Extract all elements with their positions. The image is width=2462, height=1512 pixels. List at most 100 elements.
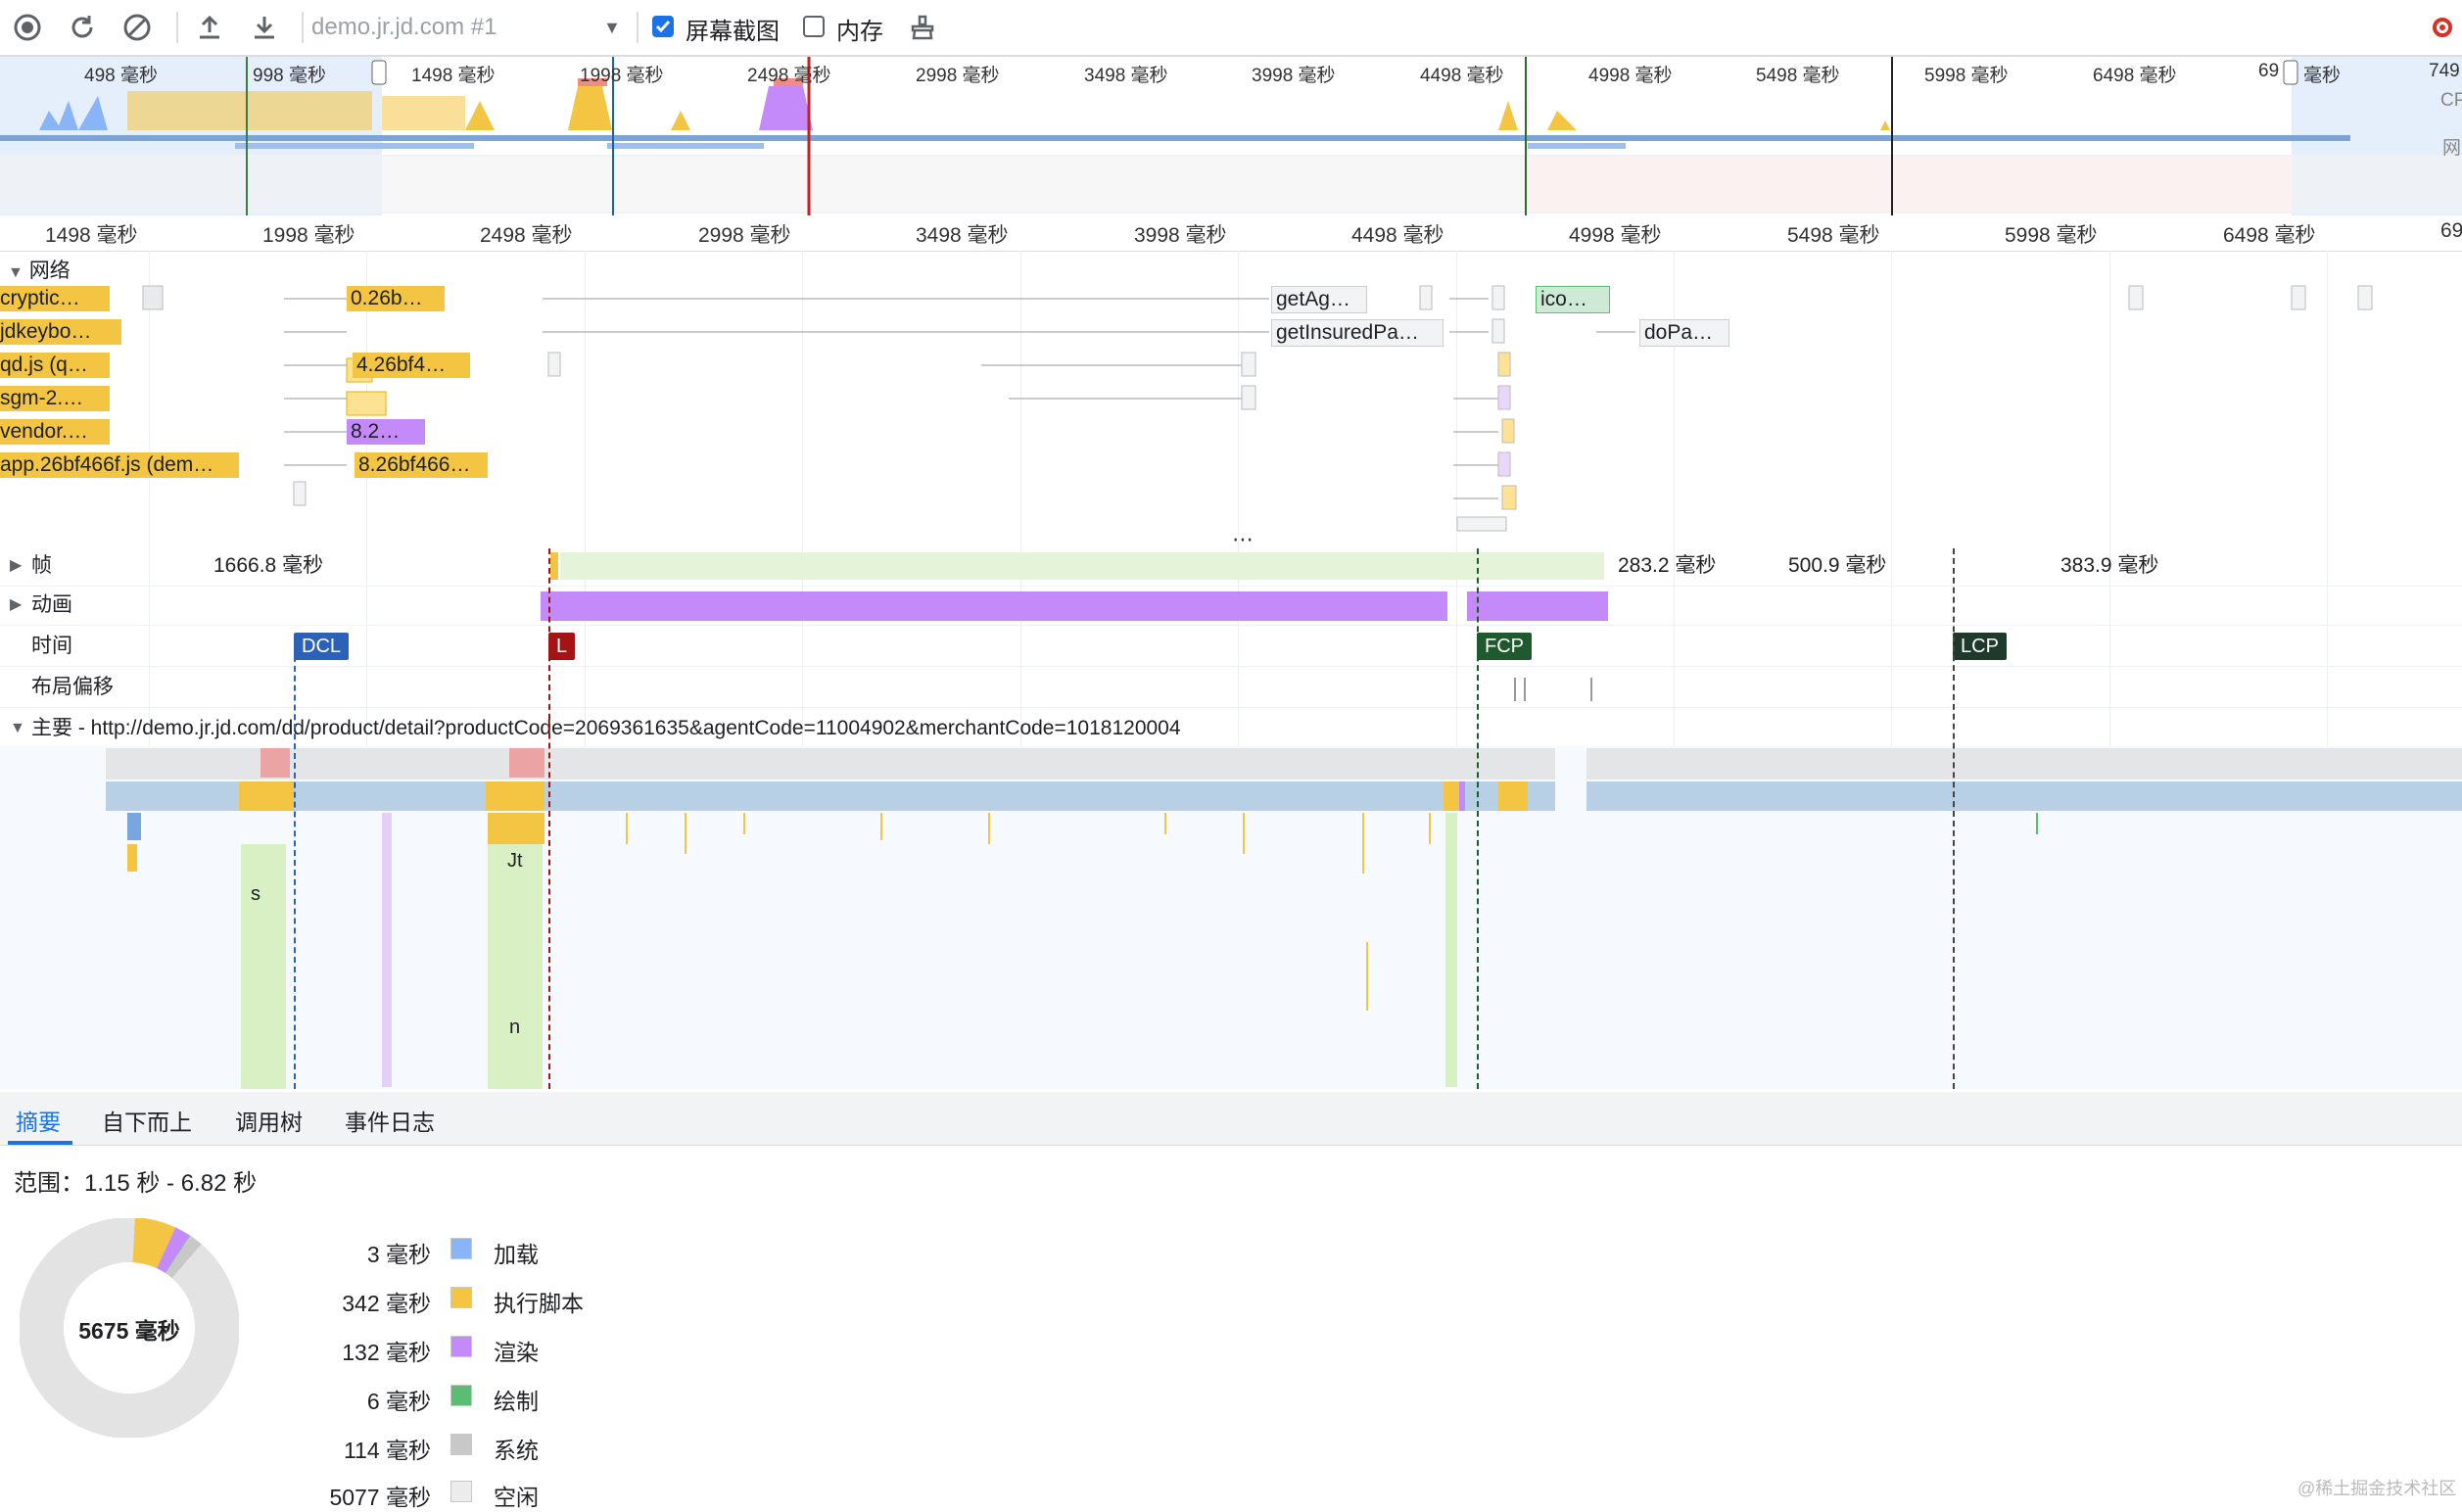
triangle-right-icon: ▶ bbox=[10, 586, 22, 625]
memory-label: 内存 bbox=[836, 12, 883, 46]
ruler-tick: 4998 毫秒 bbox=[1569, 219, 1662, 249]
layout-shift-mark[interactable] bbox=[1514, 678, 1516, 701]
ruler-tick: 4498 毫秒 bbox=[1351, 219, 1444, 249]
network-request-bar[interactable]: 0.26b… bbox=[347, 286, 445, 311]
screenshots-checkbox[interactable] bbox=[652, 16, 674, 37]
animation-bar[interactable] bbox=[541, 591, 1447, 621]
network-request-row[interactable]: vendor.… bbox=[0, 419, 110, 445]
memory-checkbox[interactable] bbox=[803, 16, 825, 37]
summary-range: 范围：1.15 秒 - 6.82 秒 bbox=[14, 1163, 257, 1198]
network-request-bar[interactable]: getInsuredPa… bbox=[1271, 319, 1444, 347]
network-request-bar[interactable]: 8.26bf466… bbox=[355, 452, 488, 478]
layout-shift-label: 布局偏移 bbox=[31, 668, 114, 707]
network-request-bar[interactable]: doPa… bbox=[1639, 319, 1729, 347]
ruler-tick: 5498 毫秒 bbox=[1787, 219, 1880, 249]
main-thread-label: 主要 - http://demo.jr.jd.com/dd/product/de… bbox=[31, 709, 1181, 748]
net-lane-label: 网 bbox=[2442, 133, 2461, 160]
animation-track[interactable]: ▶ 动画 bbox=[0, 586, 2462, 626]
ruler-tick: 69 bbox=[2440, 219, 2462, 243]
timeline-overview[interactable]: 498 毫秒 998 毫秒 1498 毫秒 1998 毫秒 2498 毫秒 29… bbox=[0, 57, 2462, 215]
network-request-row[interactable]: app.26bf466f.js (dem… bbox=[0, 452, 239, 478]
active-tab-indicator bbox=[8, 1141, 72, 1145]
network-track: ▼ 网络 bbox=[0, 251, 2462, 535]
settings-gear-icon[interactable] bbox=[2423, 10, 2462, 45]
ruler-tick: 3998 毫秒 bbox=[1134, 219, 1227, 249]
legend-swatch bbox=[450, 1434, 472, 1455]
overview-tick: 毫秒 bbox=[2303, 61, 2341, 87]
triangle-down-icon: ▼ bbox=[10, 709, 25, 748]
legend-value: 3 毫秒 bbox=[294, 1236, 431, 1269]
toolbar-divider bbox=[637, 12, 639, 43]
screenshots-label: 屏幕截图 bbox=[686, 12, 780, 46]
overview-tick: 498 毫秒 bbox=[84, 61, 158, 87]
dcl-line bbox=[294, 646, 296, 1089]
network-request-row[interactable]: jdkeybo… bbox=[0, 319, 121, 345]
upload-icon[interactable] bbox=[190, 10, 229, 45]
reload-icon[interactable] bbox=[63, 10, 102, 45]
network-request-row[interactable]: qd.js (q… bbox=[0, 353, 110, 378]
network-request-row[interactable]: cryptic… bbox=[0, 286, 110, 311]
legend-value: 114 毫秒 bbox=[294, 1432, 431, 1465]
download-icon[interactable] bbox=[245, 10, 284, 45]
legend-value: 6 毫秒 bbox=[294, 1383, 431, 1416]
ruler-tick: 5998 毫秒 bbox=[2005, 219, 2098, 249]
main-flame-chart[interactable]: Jt s n bbox=[0, 746, 2462, 1089]
legend-label: 加载 bbox=[494, 1236, 539, 1269]
frames-track[interactable]: ▶ 帧 1666.8 毫秒 283.2 毫秒 500.9 毫秒 383.9 毫秒 bbox=[0, 546, 2462, 587]
network-request-bar[interactable]: getAg… bbox=[1271, 286, 1367, 313]
network-request-bar[interactable]: 4.26bf4… bbox=[353, 353, 470, 378]
ruler-tick: 2998 毫秒 bbox=[698, 219, 791, 249]
fcp-marker[interactable]: FCP bbox=[1477, 633, 1532, 660]
lcp-marker[interactable]: LCP bbox=[1953, 633, 2007, 660]
timings-track: 时间 DCL L FCP LCP bbox=[0, 627, 2462, 667]
overview-tick: 2998 毫秒 bbox=[916, 61, 1000, 87]
ruler-tick: 2498 毫秒 bbox=[480, 219, 573, 249]
time-ruler: 1498 毫秒 1998 毫秒 2498 毫秒 2998 毫秒 3498 毫秒 … bbox=[0, 215, 2462, 252]
ruler-tick: 1998 毫秒 bbox=[262, 219, 355, 249]
network-request-bar[interactable]: 8.2… bbox=[347, 419, 425, 445]
network-request-bar[interactable]: ico… bbox=[1536, 286, 1610, 313]
dcl-marker[interactable]: DCL bbox=[294, 633, 349, 660]
legend-value: 132 毫秒 bbox=[294, 1334, 431, 1367]
frame-duration: 1666.8 毫秒 bbox=[213, 546, 323, 586]
donut-slice bbox=[178, 1254, 187, 1261]
donut-slice bbox=[166, 1248, 178, 1253]
garbage-collect-icon[interactable] bbox=[903, 10, 942, 45]
overview-tick: 4498 毫秒 bbox=[1420, 61, 1504, 87]
layout-shift-mark[interactable] bbox=[1590, 678, 1592, 701]
animation-label: 动画 bbox=[31, 586, 72, 625]
overview-tick: 749 bbox=[2429, 61, 2460, 82]
legend-swatch bbox=[450, 1238, 472, 1259]
load-line bbox=[548, 548, 550, 1089]
tab-event-log[interactable]: 事件日志 bbox=[345, 1104, 435, 1137]
timings-label: 时间 bbox=[31, 627, 72, 666]
overview-tick: 1498 毫秒 bbox=[411, 61, 496, 87]
clear-icon[interactable] bbox=[118, 10, 157, 45]
overview-tick: 2498 毫秒 bbox=[747, 61, 831, 87]
toolbar: demo.jr.jd.com #1 ▼ 屏幕截图 内存 bbox=[0, 0, 2462, 57]
details-tabs: 摘要 自下而上 调用树 事件日志 bbox=[0, 1092, 2462, 1146]
recording-select[interactable]: demo.jr.jd.com #1 ▼ bbox=[311, 8, 631, 47]
legend-label: 系统 bbox=[494, 1432, 539, 1465]
layout-shift-mark[interactable] bbox=[1524, 678, 1526, 701]
ruler-tick: 6498 毫秒 bbox=[2223, 219, 2316, 249]
overview-tick: 4998 毫秒 bbox=[1588, 61, 1673, 87]
watermark: @稀土掘金技术社区 bbox=[2297, 1475, 2456, 1500]
tab-summary[interactable]: 摘要 bbox=[16, 1104, 61, 1137]
legend-swatch bbox=[450, 1336, 472, 1357]
legend-value: 5077 毫秒 bbox=[294, 1479, 431, 1512]
record-icon[interactable] bbox=[8, 10, 47, 45]
load-marker[interactable]: L bbox=[548, 633, 575, 660]
animation-bar[interactable] bbox=[1467, 591, 1608, 621]
overview-tick: 1998 毫秒 bbox=[580, 61, 664, 87]
frame-duration: 283.2 毫秒 bbox=[1618, 546, 1716, 586]
legend-label: 执行脚本 bbox=[494, 1285, 584, 1318]
main-thread-header[interactable]: ▼ 主要 - http://demo.jr.jd.com/dd/product/… bbox=[0, 709, 2462, 748]
flame-entry-label: Jt bbox=[507, 850, 523, 873]
ruler-tick: 1498 毫秒 bbox=[45, 219, 138, 249]
overview-tick: 5498 毫秒 bbox=[1756, 61, 1840, 87]
network-request-row[interactable]: sgm-2.… bbox=[0, 386, 110, 411]
tab-call-tree[interactable]: 调用树 bbox=[235, 1104, 303, 1137]
tab-bottom-up[interactable]: 自下而上 bbox=[102, 1104, 192, 1137]
donut-slice bbox=[134, 1240, 166, 1248]
